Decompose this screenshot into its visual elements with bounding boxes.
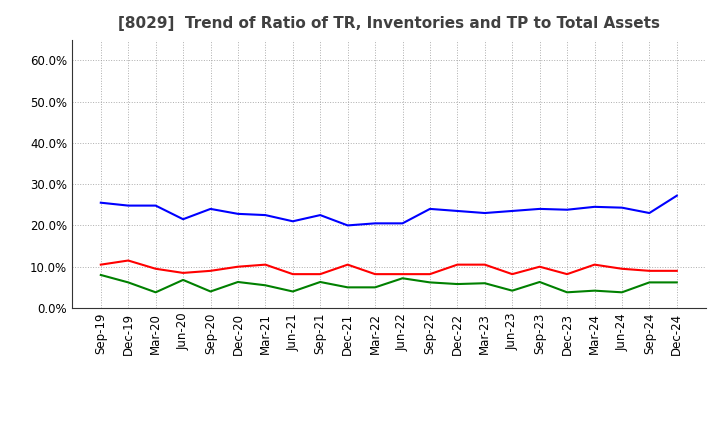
Trade Payables bbox=[480, 281, 489, 286]
Line: Inventories: Inventories bbox=[101, 196, 677, 225]
Trade Payables bbox=[179, 277, 187, 282]
Inventories bbox=[289, 219, 297, 224]
Inventories bbox=[343, 223, 352, 228]
Trade Receivables bbox=[618, 266, 626, 271]
Trade Receivables bbox=[316, 271, 325, 277]
Inventories bbox=[261, 213, 270, 218]
Trade Receivables bbox=[508, 271, 516, 277]
Inventories bbox=[645, 210, 654, 216]
Trade Receivables bbox=[343, 262, 352, 267]
Trade Receivables bbox=[563, 271, 572, 277]
Inventories bbox=[124, 203, 132, 208]
Trade Receivables bbox=[426, 271, 434, 277]
Trade Receivables bbox=[233, 264, 242, 269]
Trade Payables bbox=[672, 280, 681, 285]
Trade Payables bbox=[206, 289, 215, 294]
Trade Receivables bbox=[398, 271, 407, 277]
Trade Receivables bbox=[672, 268, 681, 274]
Trade Payables bbox=[124, 280, 132, 285]
Inventories bbox=[508, 208, 516, 213]
Inventories bbox=[233, 211, 242, 216]
Trade Payables bbox=[151, 290, 160, 295]
Inventories bbox=[536, 206, 544, 212]
Inventories bbox=[590, 204, 599, 209]
Trade Receivables bbox=[645, 268, 654, 274]
Inventories bbox=[96, 200, 105, 205]
Trade Payables bbox=[563, 290, 572, 295]
Inventories bbox=[316, 213, 325, 218]
Line: Trade Payables: Trade Payables bbox=[101, 275, 677, 292]
Trade Payables bbox=[96, 272, 105, 278]
Inventories bbox=[371, 221, 379, 226]
Trade Payables bbox=[289, 289, 297, 294]
Inventories bbox=[672, 193, 681, 198]
Inventories bbox=[179, 216, 187, 222]
Trade Payables bbox=[343, 285, 352, 290]
Inventories bbox=[453, 208, 462, 213]
Trade Payables bbox=[508, 288, 516, 293]
Inventories bbox=[151, 203, 160, 208]
Trade Payables bbox=[536, 279, 544, 285]
Trade Receivables bbox=[536, 264, 544, 269]
Trade Receivables bbox=[206, 268, 215, 274]
Trade Receivables bbox=[590, 262, 599, 267]
Trade Payables bbox=[233, 279, 242, 285]
Trade Payables bbox=[398, 275, 407, 281]
Inventories bbox=[563, 207, 572, 213]
Trade Payables bbox=[618, 290, 626, 295]
Trade Payables bbox=[371, 285, 379, 290]
Trade Receivables bbox=[151, 266, 160, 271]
Trade Payables bbox=[261, 282, 270, 288]
Inventories bbox=[480, 210, 489, 216]
Trade Receivables bbox=[179, 270, 187, 275]
Trade Payables bbox=[590, 288, 599, 293]
Line: Trade Receivables: Trade Receivables bbox=[101, 260, 677, 274]
Trade Receivables bbox=[261, 262, 270, 267]
Trade Receivables bbox=[371, 271, 379, 277]
Trade Payables bbox=[453, 282, 462, 287]
Trade Receivables bbox=[289, 271, 297, 277]
Inventories bbox=[618, 205, 626, 210]
Inventories bbox=[206, 206, 215, 212]
Trade Payables bbox=[426, 280, 434, 285]
Trade Receivables bbox=[480, 262, 489, 267]
Trade Payables bbox=[316, 279, 325, 285]
Trade Receivables bbox=[124, 258, 132, 263]
Trade Payables bbox=[645, 280, 654, 285]
Trade Receivables bbox=[453, 262, 462, 267]
Inventories bbox=[426, 206, 434, 212]
Title: [8029]  Trend of Ratio of TR, Inventories and TP to Total Assets: [8029] Trend of Ratio of TR, Inventories… bbox=[118, 16, 660, 32]
Inventories bbox=[398, 221, 407, 226]
Trade Receivables bbox=[96, 262, 105, 267]
